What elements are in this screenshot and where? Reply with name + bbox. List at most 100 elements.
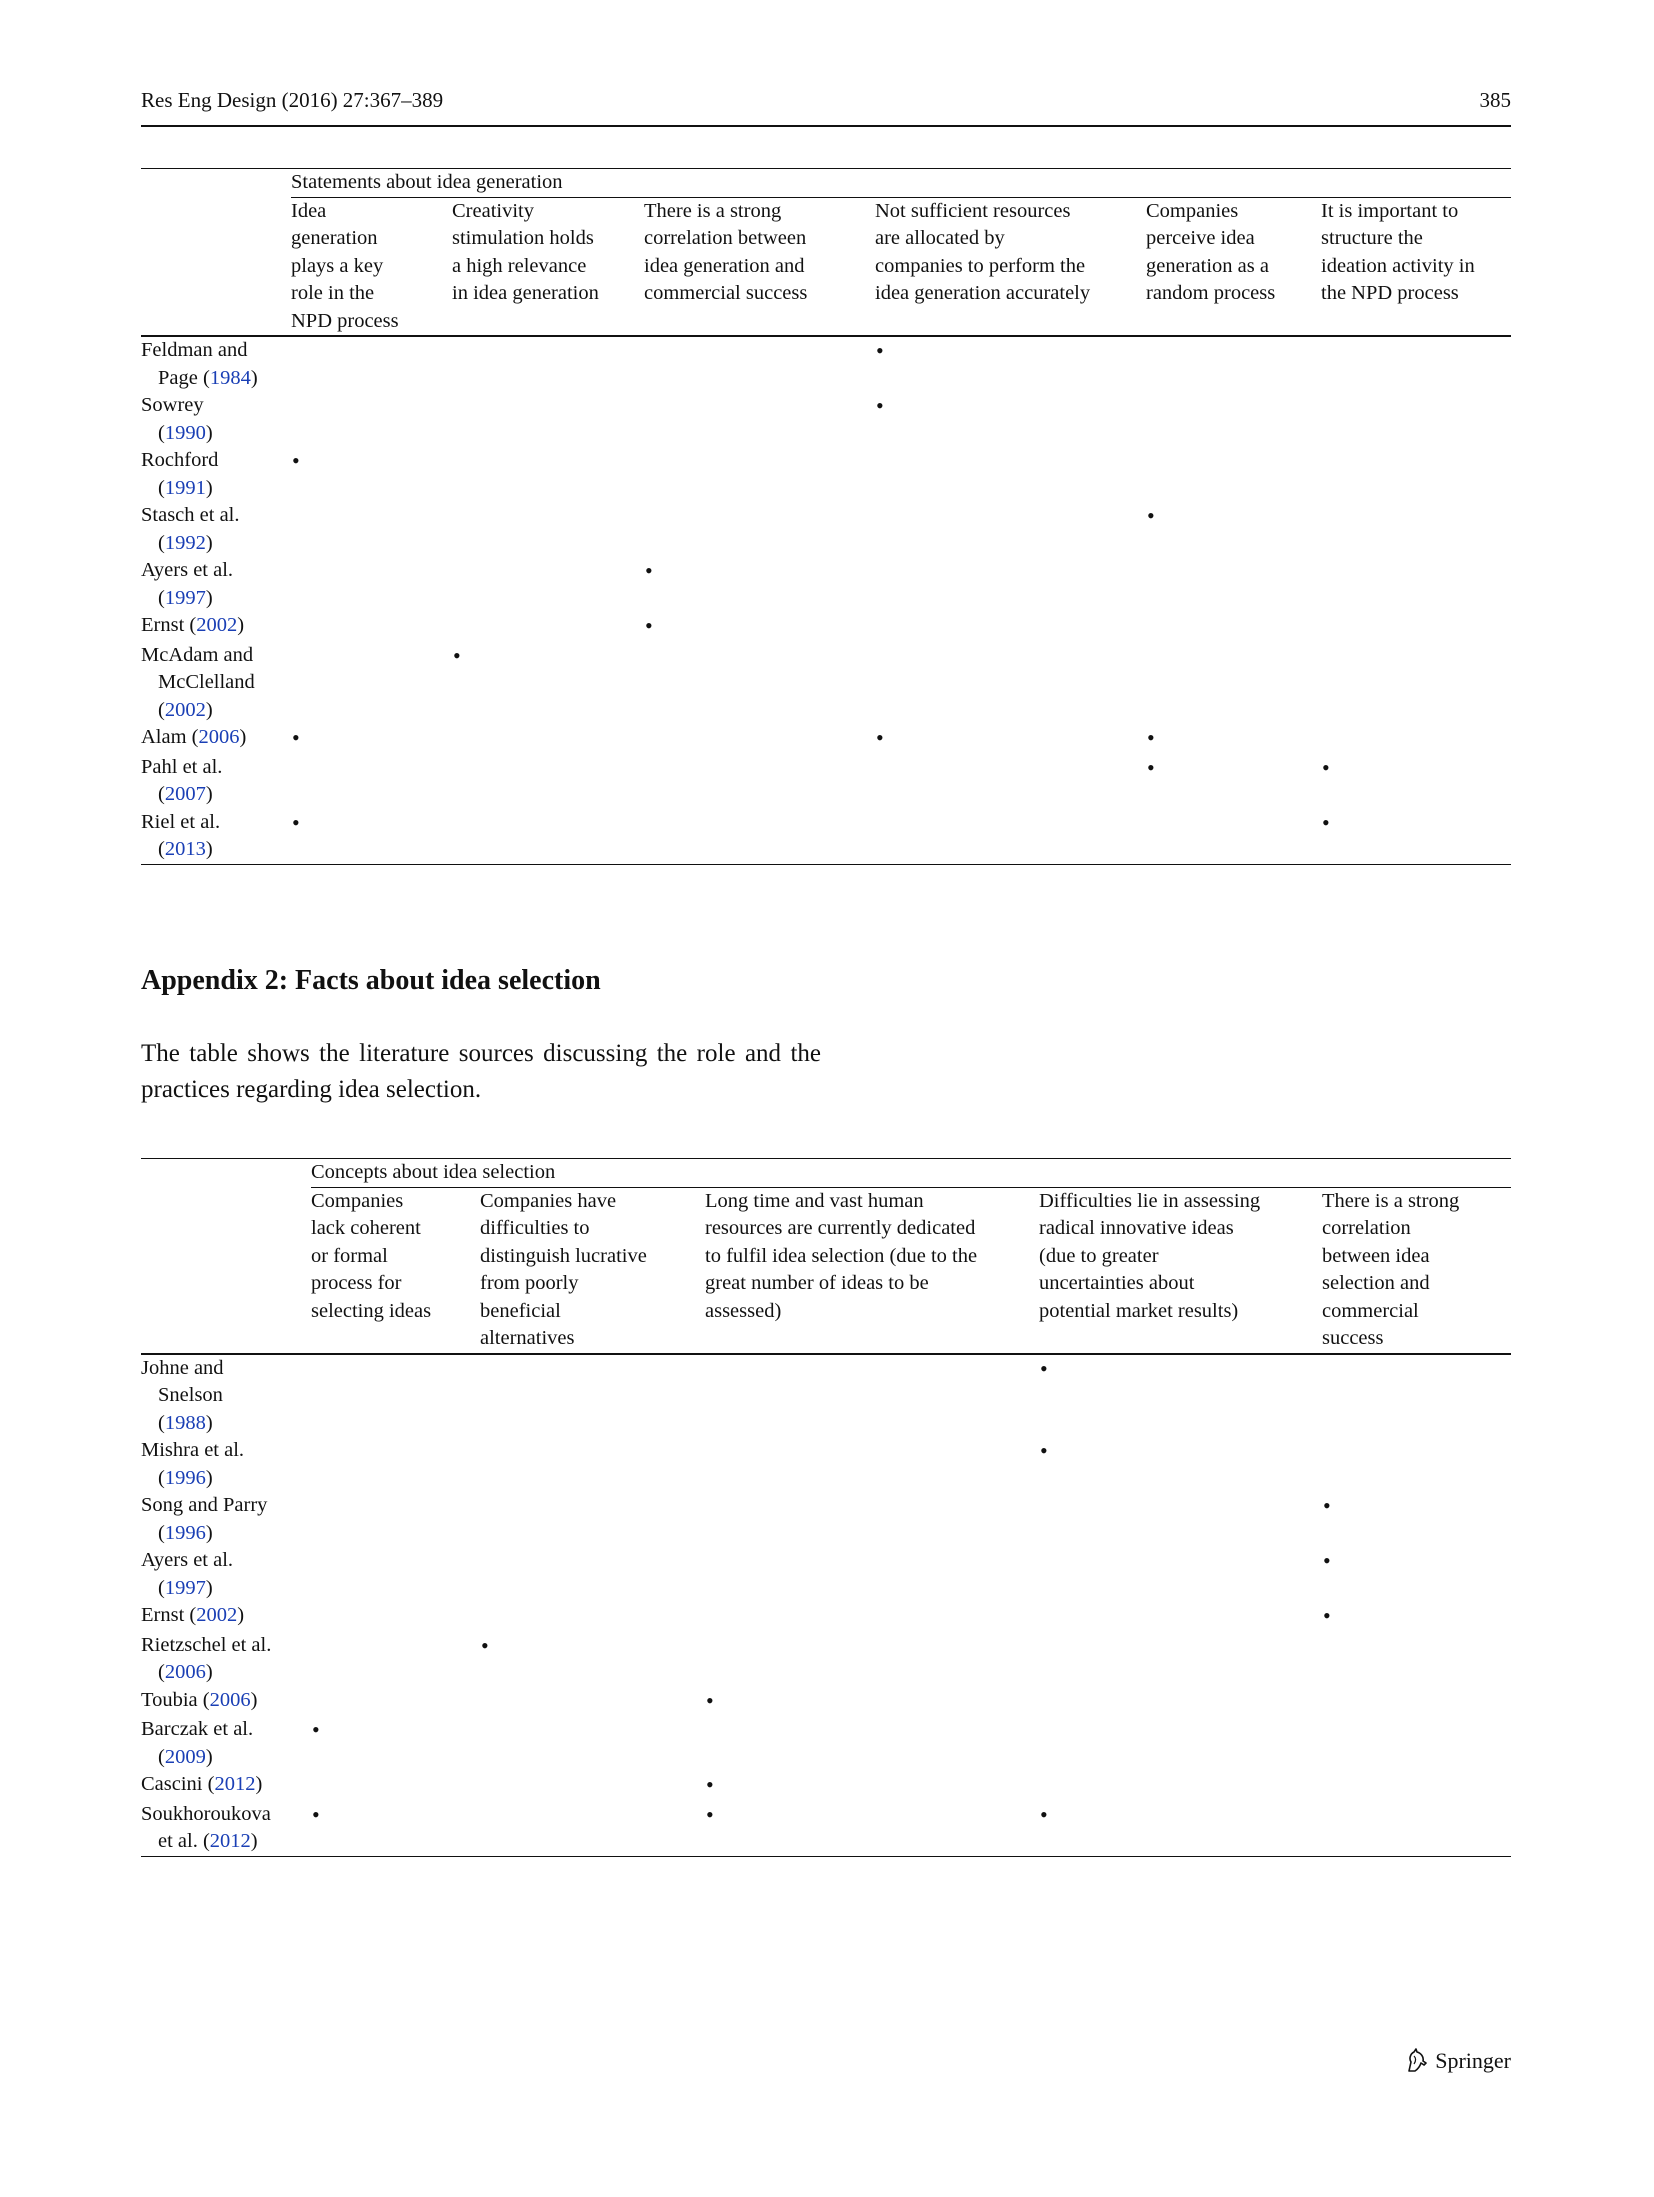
author-name: Stasch et al. [141, 504, 240, 526]
author-name: Barczak et al. [141, 1718, 254, 1740]
source-cell: Stasch et al. (1992) [141, 502, 291, 557]
table-row: Pahl et al. (2007) • • [141, 754, 1511, 809]
table-row: Alam (2006) • • • [141, 724, 1511, 754]
author-name: Riel et al. [141, 810, 221, 833]
column-header-row: Companies lack coherent or formal process f… [141, 1187, 1511, 1355]
year-link[interactable]: 2006 [209, 1688, 251, 1711]
year-link[interactable]: 1997 [164, 1576, 206, 1599]
mark-cell [452, 809, 644, 865]
mark-cell [1146, 447, 1321, 502]
mark-cell [644, 392, 875, 447]
table-row: Soukhoroukova et al. (2012) • • • [141, 1801, 1511, 1857]
mark-cell [644, 502, 875, 557]
mark-cell [311, 1687, 480, 1717]
source-cell: Toubia (2006) [141, 1688, 258, 1711]
column-header-line: stimulation holds [452, 227, 594, 249]
mark-cell [480, 1437, 705, 1492]
column-header-line: Creativity [452, 199, 534, 222]
year-link[interactable]: 2007 [164, 783, 206, 805]
mark-cell [452, 336, 644, 392]
bullet-mark: • [1323, 1493, 1331, 1518]
mark-cell: • [705, 1687, 1039, 1717]
mark-cell [1146, 642, 1321, 725]
mark-cell [1322, 1801, 1511, 1857]
column-header-line: lack coherent [311, 1217, 421, 1239]
source-cell: Ernst (2002) [141, 614, 245, 636]
mark-cell [1321, 392, 1511, 447]
column-header-line: plays a key [291, 254, 384, 277]
mark-cell [1146, 612, 1321, 642]
table-row: Feldman and Page (1984) • [141, 336, 1511, 392]
source-cell: Riel et al. (2013) [141, 809, 291, 865]
column-header-line: Difficulties lie in assessing [1039, 1189, 1261, 1212]
table-row: Riel et al. (2013) • • [141, 809, 1511, 865]
mark-cell [1039, 1547, 1322, 1602]
table-row: Johne and Snelson (1988) • [141, 1354, 1511, 1438]
author-name: Rochford [141, 449, 219, 471]
year-link[interactable]: 2012 [214, 1773, 256, 1795]
mark-cell [705, 1602, 1039, 1632]
year-link[interactable]: 1996 [164, 1466, 206, 1489]
mark-cell [644, 754, 875, 809]
mark-cell: • [1146, 502, 1321, 557]
author-line: et al. (2012) [158, 1830, 258, 1852]
table-row: Toubia (2006) • [141, 1687, 1511, 1717]
author-name: Snelson [158, 1384, 223, 1406]
bullet-mark: • [1147, 754, 1155, 780]
year-link[interactable]: 1991 [164, 476, 206, 499]
mark-cell [644, 447, 875, 502]
year-link[interactable]: 2002 [196, 614, 238, 636]
year-link[interactable]: 2012 [209, 1830, 251, 1852]
year-link[interactable]: 1996 [164, 1521, 206, 1544]
year-link[interactable]: 2002 [164, 698, 206, 721]
mark-cell [705, 1492, 1039, 1547]
year-link[interactable]: 2006 [198, 726, 240, 748]
year-link[interactable]: 2002 [196, 1604, 238, 1626]
author-name: Ayers et al. [141, 559, 234, 581]
table-row: Ayers et al. (1997) • [141, 1547, 1511, 1602]
column-header-line: perceive idea [1146, 227, 1255, 249]
year-line: (1996) [158, 1466, 213, 1489]
year-line: (1997) [158, 586, 213, 609]
year-link[interactable]: 1984 [209, 366, 251, 389]
column-header-line: There is a strong [1322, 1189, 1460, 1212]
mark-cell: • [1321, 809, 1511, 865]
column-header-line: resources are currently dedicated [705, 1217, 976, 1239]
author-name: Toubia [141, 1688, 198, 1711]
column-header-line: radical innovative ideas [1039, 1217, 1234, 1239]
year-link[interactable]: 1990 [164, 421, 206, 444]
column-header-line: correlation between [644, 227, 807, 249]
table-row: Ernst (2002) • [141, 1602, 1511, 1632]
year-link[interactable]: 1997 [164, 586, 206, 609]
year-link[interactable]: 2013 [164, 838, 206, 860]
column-header-line: There is a strong [644, 199, 782, 222]
year-link[interactable]: 2009 [164, 1745, 206, 1768]
column-header: It is important to structure the ideation … [1321, 197, 1511, 337]
mark-cell: • [291, 447, 452, 502]
mark-cell [705, 1632, 1039, 1687]
table-bottom-rule [141, 863, 1511, 865]
column-header: Not sufficient resources are allocated by… [875, 197, 1146, 337]
column-header-line: ideation activity in [1321, 254, 1475, 277]
author-name: Soukhoroukova [141, 1802, 271, 1825]
column-header-line: It is important to [1321, 199, 1459, 222]
column-header-line: selecting ideas [311, 1299, 432, 1322]
column-header-line: idea generation and [644, 254, 805, 277]
running-head: Res Eng Design (2016) 27:367–389 385 [141, 88, 1511, 113]
table-row: Rochford (1991) • [141, 447, 1511, 502]
table-row: Song and Parry (1996) • [141, 1492, 1511, 1547]
year-link[interactable]: 2006 [164, 1661, 206, 1683]
mark-cell [480, 1492, 705, 1547]
table-row: Cascini (2012) • [141, 1771, 1511, 1801]
mark-cell [1146, 557, 1321, 612]
column-header-line: (due to greater [1039, 1244, 1159, 1267]
table-row: Mishra et al. (1996) • [141, 1437, 1511, 1492]
column-header-line: random process [1146, 282, 1276, 304]
year-link[interactable]: 1992 [164, 531, 206, 554]
column-header-line: process for [311, 1272, 402, 1294]
author-name: et al. [158, 1830, 198, 1852]
year-link[interactable]: 1988 [164, 1411, 206, 1434]
mark-cell [452, 557, 644, 612]
mark-cell [1039, 1771, 1322, 1801]
bullet-mark: • [292, 809, 300, 835]
